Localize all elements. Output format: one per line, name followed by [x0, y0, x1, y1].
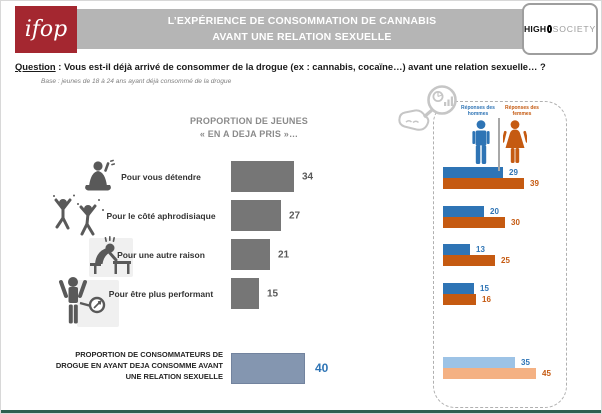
ring-icon — [547, 25, 552, 33]
reason-row: Pour le côté aphrodisiaque 27 — [1, 200, 601, 231]
reason-value: 34 — [302, 171, 314, 182]
women-value: 39 — [530, 179, 539, 188]
men-bar — [443, 283, 474, 294]
reason-label: Pour vous détendre — [121, 171, 201, 182]
men-bar — [443, 206, 484, 217]
reason-value: 15 — [267, 288, 279, 299]
reason-label: Pour le côté aphrodisiaque — [106, 210, 216, 221]
women-total-value: 45 — [542, 369, 551, 378]
gender-pair-row: 20 30 — [1, 206, 601, 228]
hand-magnifier-chart-icon — [398, 85, 457, 131]
men-value: 15 — [480, 284, 489, 293]
reason-row: Pour vous détendre 34 — [1, 161, 601, 192]
reason-row: Pour être plus performant 15 — [1, 278, 601, 309]
legend-women-label: Réponses des femmes — [505, 105, 539, 117]
reason-bar — [231, 200, 281, 231]
men-total-bar — [443, 357, 515, 368]
men-total-value: 35 — [521, 358, 530, 367]
footer-line — [1, 410, 601, 413]
title-line2: AVANT UNE RELATION SEXUELLE — [212, 31, 392, 43]
total-value: 40 — [315, 361, 329, 375]
women-value: 25 — [501, 256, 510, 265]
base-note: Base : jeunes de 18 à 24 ans ayant déjà … — [41, 78, 232, 85]
left-chart-title: PROPORTION DE JEUNES « EN A DEJA PRIS »… — [159, 115, 339, 141]
reason-value: 27 — [289, 210, 301, 221]
high-society-logo: HIGH SOCIETY — [522, 3, 598, 55]
question-text: Question : Vous est-il déjà arrivé de co… — [15, 61, 593, 72]
men-value: 13 — [476, 245, 485, 254]
reason-bar — [231, 161, 294, 192]
reason-bar — [231, 239, 270, 270]
men-bar — [443, 167, 503, 178]
left-chart-title-line1: PROPORTION DE JEUNES — [189, 116, 309, 126]
women-total-bar — [443, 368, 536, 379]
question-body: : Vous est-il déjà arrivé de consommer d… — [55, 61, 546, 72]
gender-pair-row: 15 16 — [1, 283, 601, 305]
high-society-high-text: HIGH — [524, 24, 547, 34]
women-bar — [443, 178, 524, 189]
men-value: 29 — [509, 168, 518, 177]
ifop-logo-text: ifop — [24, 17, 68, 42]
reason-label: Pour une autre raison — [117, 249, 205, 260]
performance-gauge-icon — [59, 277, 119, 327]
gender-pair-row: 13 25 — [1, 244, 601, 266]
title-line1: L’EXPÉRIENCE DE CONSOMMATION DE CANNABIS — [167, 15, 437, 27]
reason-bar — [231, 278, 259, 309]
women-value: 16 — [482, 295, 491, 304]
legend-divider — [498, 118, 500, 171]
women-bar — [443, 255, 495, 266]
men-value: 20 — [490, 207, 499, 216]
total-bar — [231, 353, 305, 384]
high-society-society-text: SOCIETY — [552, 24, 596, 34]
slumped-person-icon — [89, 236, 133, 277]
men-bar — [443, 244, 470, 255]
women-bar — [443, 294, 476, 305]
title-banner: L’EXPÉRIENCE DE CONSOMMATION DE CANNABIS… — [77, 9, 527, 49]
women-bar — [443, 217, 505, 228]
reason-value: 21 — [278, 249, 290, 260]
relax-person-icon — [85, 159, 116, 191]
left-chart-title-line2: « EN A DEJA PRIS »… — [199, 129, 299, 139]
male-pictogram-icon — [472, 120, 490, 164]
women-value: 30 — [511, 218, 520, 227]
gender-pair-row: 29 39 — [1, 167, 601, 189]
gender-total-row: 35 45 — [1, 357, 601, 379]
question-label: Question — [15, 61, 56, 72]
legend-men-label: Réponses des hommes — [461, 105, 495, 117]
gender-panel — [433, 101, 567, 408]
female-pictogram-icon — [503, 120, 527, 163]
dancing-people-icon — [53, 194, 104, 236]
ifop-logo: ifop — [15, 6, 77, 53]
reason-row: Pour une autre raison 21 — [1, 239, 601, 270]
reason-label: Pour être plus performant — [108, 288, 214, 299]
total-label: PROPORTION DE CONSOMMATEURS DE DROGUE EN… — [55, 350, 223, 381]
